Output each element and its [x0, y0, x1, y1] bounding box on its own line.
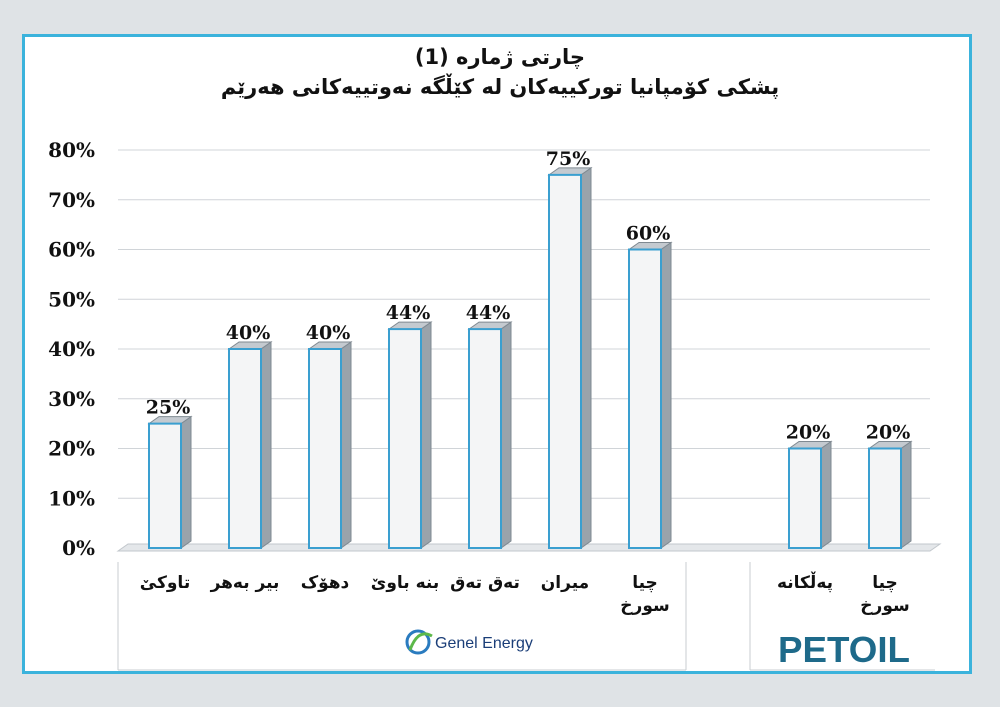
genel-energy-logo: Genel Energy: [405, 629, 533, 655]
data-label: 20%: [786, 422, 831, 444]
genel-logo-text: Genel Energy: [435, 635, 533, 652]
y-tick-label: 10%: [48, 486, 95, 510]
bar-side: [180, 415, 192, 549]
bar: [467, 321, 513, 549]
y-tick-label: 30%: [48, 387, 95, 411]
bar: [307, 341, 353, 549]
bar-side: [660, 241, 672, 549]
category-label: دهۆک: [301, 573, 350, 593]
bar-face: [548, 173, 582, 549]
bar: [147, 415, 193, 549]
data-label: 60%: [626, 223, 671, 245]
bar-face: [468, 328, 502, 549]
category-label: چیا: [872, 573, 898, 593]
bar: [787, 440, 833, 549]
genel-logo-icon: [405, 629, 433, 655]
category-label: چیا: [632, 573, 658, 593]
petoil-logo-text: PETOIL: [778, 629, 910, 670]
category-label: میران: [541, 573, 589, 593]
category-label: بیر بەهر: [210, 573, 280, 593]
bar-side: [580, 166, 592, 549]
bar-side: [420, 321, 432, 549]
y-tick-label: 50%: [48, 287, 95, 311]
petoil-logo: PETOIL: [778, 629, 910, 670]
y-tick-label: 20%: [48, 437, 95, 461]
bar: [387, 321, 433, 549]
data-label: 40%: [226, 322, 271, 344]
data-label: 44%: [386, 302, 431, 324]
bar-face: [308, 348, 342, 549]
bar-side: [340, 341, 352, 549]
bar-face: [228, 348, 262, 549]
data-label: 40%: [306, 322, 351, 344]
y-tick-label: 40%: [48, 337, 95, 361]
bar: [627, 241, 673, 549]
y-tick-label: 80%: [48, 138, 95, 162]
bar-face: [148, 422, 182, 549]
data-label: 20%: [866, 422, 911, 444]
bar-side: [260, 341, 272, 549]
category-label: سورخ: [860, 596, 909, 616]
category-label: تەق تەق: [450, 573, 520, 593]
data-label: 44%: [466, 302, 511, 324]
chart-title: چارتی ژماره (1) پشکی کۆمپانیا تورکییەکان…: [0, 42, 1000, 102]
y-tick-label: 60%: [48, 238, 95, 262]
category-labels: تاوکێ بیر بەهر دهۆک بنە باوێ تەق تەق میران چیا…: [140, 571, 910, 616]
y-tick-label: 0%: [62, 536, 95, 560]
data-label: 25%: [146, 397, 191, 419]
bar: [547, 166, 593, 549]
title-line-2: پشکی کۆمپانیا تورکییەکان لە کێڵگە نەوتیی…: [220, 75, 780, 99]
category-label: پەڵکانە: [777, 571, 833, 593]
data-label: 75%: [546, 148, 591, 170]
category-label: سورخ: [620, 596, 669, 616]
bar-side: [820, 440, 832, 549]
group-dividers: [117, 562, 935, 671]
bar-face: [868, 447, 902, 549]
bar-side: [500, 321, 512, 549]
data-labels: 25% 40% 40% 44% 44% 75% 60% 20% 20%: [146, 148, 911, 444]
bar-face: [628, 248, 662, 549]
bar-side: [900, 440, 912, 549]
bar-face: [788, 447, 822, 549]
bar: [867, 440, 913, 549]
y-axis-ticks: 0% 10% 20% 30% 40% 50% 60% 70% 80%: [48, 138, 95, 560]
bar-face: [388, 328, 422, 549]
category-label: بنە باوێ: [371, 573, 439, 593]
bar: [227, 341, 273, 549]
title-line-1: چارتی ژماره (1): [414, 45, 586, 69]
bars: [147, 166, 913, 549]
y-tick-label: 70%: [48, 188, 95, 212]
category-label: تاوکێ: [140, 573, 190, 593]
